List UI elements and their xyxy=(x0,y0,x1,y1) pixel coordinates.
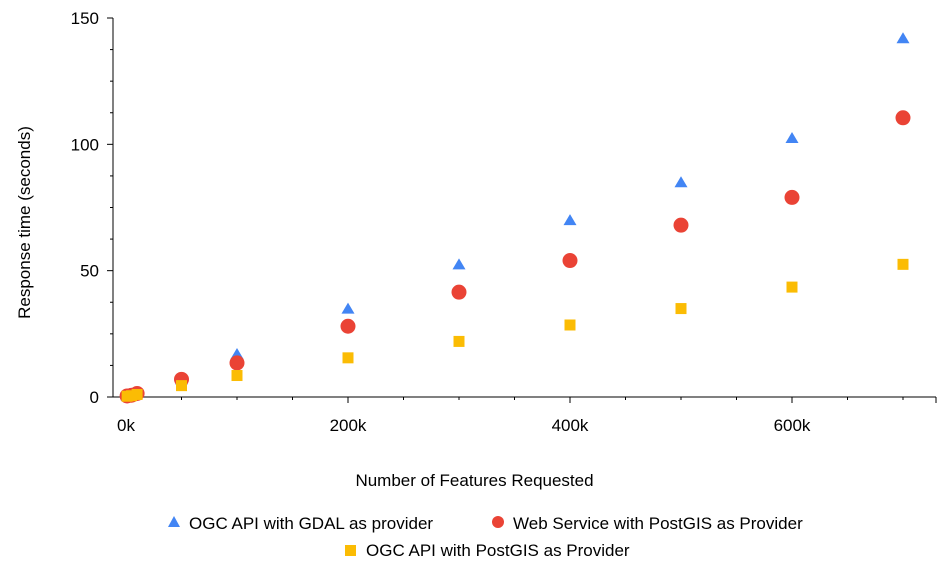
x-axis-title: Number of Features Requested xyxy=(355,471,593,490)
triangle-point xyxy=(563,214,577,226)
triangle-point xyxy=(785,132,799,144)
square-point xyxy=(131,388,143,400)
legend-triangle-marker xyxy=(168,516,180,527)
y-axis-title: Response time (seconds) xyxy=(15,126,34,319)
square-point xyxy=(176,380,187,392)
triangle-point xyxy=(674,176,688,188)
legend: OGC API with GDAL as provider Web Servic… xyxy=(168,514,803,560)
x-tick-label: 200k xyxy=(330,416,367,435)
legend-label-gdal: OGC API with GDAL as provider xyxy=(189,514,433,533)
y-tick-label: 50 xyxy=(80,262,99,281)
circle-point xyxy=(784,189,800,205)
circle-point xyxy=(340,318,356,334)
circle-point xyxy=(562,253,578,269)
series-circle xyxy=(119,110,911,404)
square-point xyxy=(126,390,138,402)
legend-label-webservice: Web Service with PostGIS as Provider xyxy=(513,514,803,533)
square-point xyxy=(453,335,465,347)
square-point xyxy=(786,281,798,293)
square-point xyxy=(897,258,909,270)
circle-point xyxy=(673,217,689,233)
square-point xyxy=(675,303,687,315)
legend-item-gdal: OGC API with GDAL as provider xyxy=(168,514,433,533)
square-point xyxy=(564,319,576,331)
series-triangle xyxy=(120,32,910,401)
circle-point xyxy=(451,284,467,300)
square-point xyxy=(231,370,243,382)
y-tick-label: 150 xyxy=(71,9,99,28)
legend-item-postgis: OGC API with PostGIS as Provider xyxy=(345,541,630,560)
x-tick-label: 0k xyxy=(117,416,135,435)
triangle-point xyxy=(341,302,355,314)
legend-label-postgis: OGC API with PostGIS as Provider xyxy=(366,541,630,560)
legend-item-webservice: Web Service with PostGIS as Provider xyxy=(492,514,803,533)
series-square xyxy=(121,258,909,402)
triangle-point xyxy=(896,32,910,44)
square-point xyxy=(342,352,354,364)
circle-point xyxy=(229,355,245,371)
circle-point xyxy=(895,110,911,126)
data-points xyxy=(119,32,911,404)
triangle-point xyxy=(452,258,466,270)
y-tick-label: 100 xyxy=(71,135,99,154)
y-tick-label: 0 xyxy=(90,388,99,407)
legend-circle-marker xyxy=(492,516,504,528)
axes: 0 50 100 150 0k 200k 400k 600k xyxy=(71,9,937,435)
legend-square-marker xyxy=(345,545,356,556)
x-tick-label: 600k xyxy=(774,416,811,435)
x-tick-label: 400k xyxy=(552,416,589,435)
